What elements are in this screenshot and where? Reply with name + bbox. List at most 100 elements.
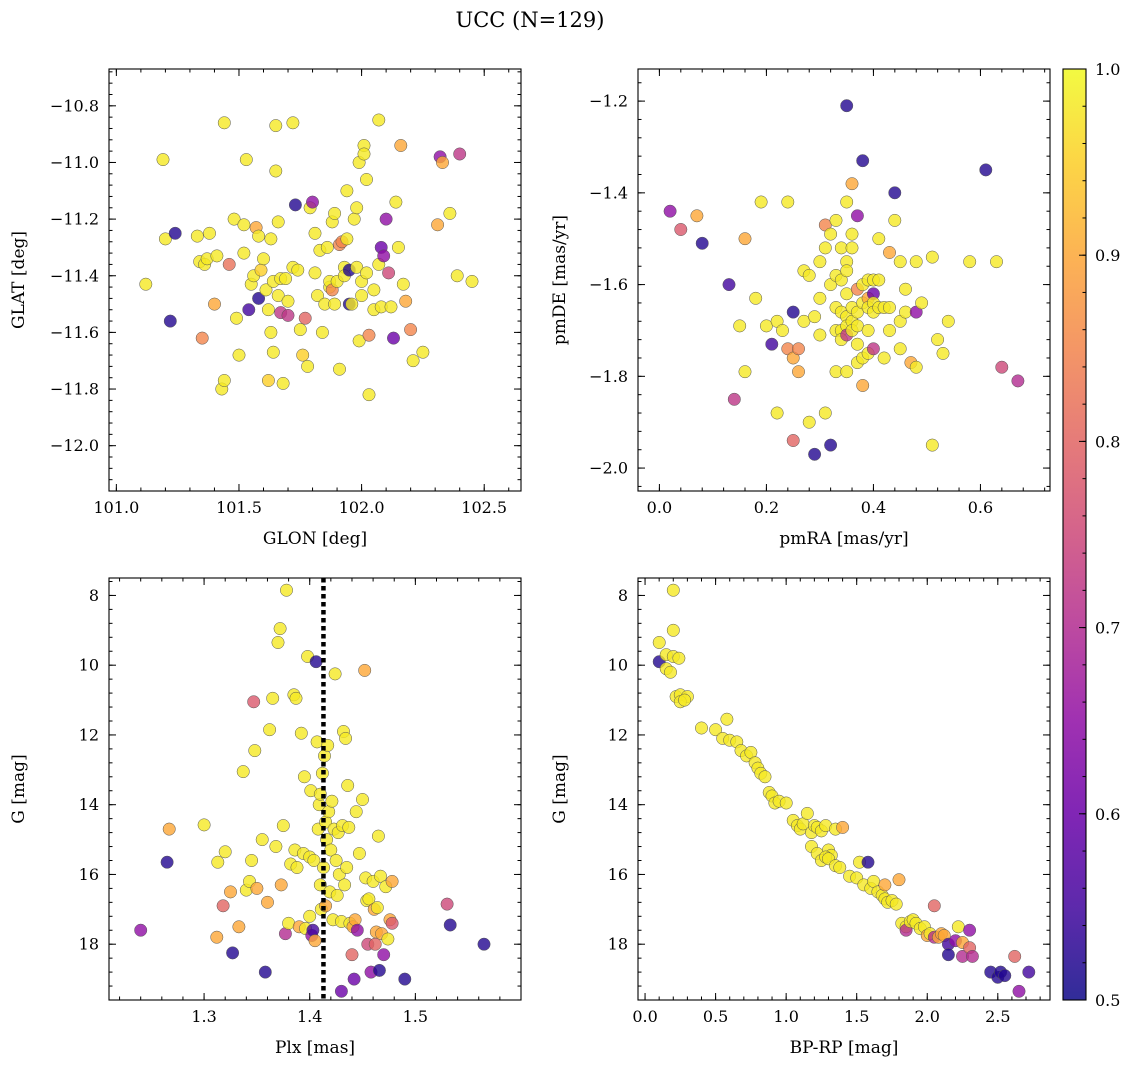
ticks [637, 69, 1050, 491]
scatter-point [163, 314, 177, 328]
scatter-point [404, 323, 418, 337]
scatter-point [802, 268, 816, 282]
y-tick-label: 8 [89, 586, 99, 605]
scatter-point [779, 796, 793, 810]
y-tick-label: 14 [79, 795, 99, 814]
scatter-point [371, 829, 385, 843]
scatter-point [350, 260, 364, 274]
scatter-point [776, 324, 789, 337]
scatter-point [829, 213, 843, 227]
scatter-point [360, 173, 373, 186]
scatter-point [840, 195, 854, 209]
scatter-point [328, 297, 342, 311]
scatter-point [266, 345, 280, 359]
scatter-point [315, 325, 329, 339]
scatter-point [792, 365, 805, 379]
scatter-point [330, 888, 344, 902]
y-tick-label: 16 [79, 865, 99, 884]
scatter-point [227, 212, 241, 226]
scatter-point [695, 721, 708, 735]
axes-frame [637, 577, 1051, 1001]
scatter-point [158, 232, 172, 246]
scatter-points [139, 113, 479, 402]
scatter-point [770, 406, 784, 420]
scatter-point [156, 153, 170, 167]
y-tick-label: −10.8 [50, 96, 99, 115]
scatter-point [328, 667, 342, 681]
x-axis-label: GLON [deg] [263, 529, 367, 549]
scatter-point [861, 324, 875, 337]
scatter-point [440, 897, 454, 911]
scatter-point [431, 218, 445, 232]
scatter-point [931, 333, 945, 347]
scatter-point [340, 232, 354, 246]
scatter-point [134, 923, 148, 937]
scatter-point [1008, 949, 1022, 963]
scatter-point [406, 354, 420, 368]
scatter-point [899, 282, 912, 296]
scatter-point [367, 283, 381, 297]
x-tick-label: 0.0 [647, 498, 672, 517]
scatter-point [293, 323, 307, 337]
scatter-point [652, 636, 666, 649]
scatter-point [382, 266, 396, 280]
scatter-point [883, 301, 896, 314]
scatter-point [856, 154, 870, 168]
scatter-point [678, 693, 692, 707]
scatter-point [286, 116, 300, 130]
x-tick-label: 1.0 [773, 1007, 798, 1026]
scatter-point [232, 348, 246, 362]
y-tick-label: −1.6 [589, 275, 628, 294]
scatter-point [990, 255, 1003, 269]
scatter-points [663, 99, 1025, 461]
scatter-point [818, 241, 832, 255]
scatter-point [298, 311, 312, 325]
scatter-point [808, 310, 822, 324]
scatter-point [802, 415, 816, 429]
y-tick-label: −11.8 [50, 380, 99, 399]
scatter-point [248, 744, 262, 758]
scatter-point [347, 212, 361, 226]
y-tick-label: −11.6 [50, 323, 99, 342]
x-tick-label: 2.5 [985, 1007, 1010, 1026]
y-tick-label: 10 [79, 656, 99, 675]
scatter-point [399, 294, 413, 308]
scatter-point [384, 300, 398, 314]
scatter-point [379, 212, 393, 226]
scatter-point [836, 820, 850, 834]
x-tick-label: 0.5 [703, 1007, 728, 1026]
scatter-point [328, 206, 342, 220]
x-tick-label: 1.4 [297, 1007, 322, 1026]
scatter-point [389, 195, 403, 209]
scatter-point [255, 833, 269, 847]
scatter-point [387, 331, 400, 345]
scatter-point [334, 984, 348, 998]
x-tick-label: 0.2 [754, 498, 779, 517]
scatter-point [160, 855, 174, 869]
scatter-point [690, 209, 704, 223]
figure-title: UCC (N=129) [456, 8, 605, 32]
scatter-point [239, 153, 253, 167]
scatter-point [311, 289, 324, 303]
scatter-point [813, 291, 827, 305]
x-tick-label: 0.0 [632, 1007, 657, 1026]
x-tick-label: 1.5 [403, 1007, 428, 1026]
scatter-point [271, 636, 285, 649]
scatter-point [477, 937, 491, 951]
scatter-point [840, 365, 854, 379]
scatter-point [271, 215, 285, 229]
scatter-point [941, 314, 955, 328]
scatter-point [872, 273, 886, 287]
scatter-point [211, 855, 225, 869]
scatter-point [450, 269, 464, 283]
scatter-point [309, 655, 323, 669]
scatter-point [833, 861, 847, 874]
scatter-point [139, 277, 153, 291]
scatter-point [281, 294, 295, 308]
scatter-point [963, 923, 977, 937]
scatter-point [824, 438, 838, 452]
scatter-point [666, 623, 680, 637]
scatter-point [264, 232, 278, 246]
scatter-point [941, 948, 955, 962]
scatter-point [356, 793, 369, 806]
